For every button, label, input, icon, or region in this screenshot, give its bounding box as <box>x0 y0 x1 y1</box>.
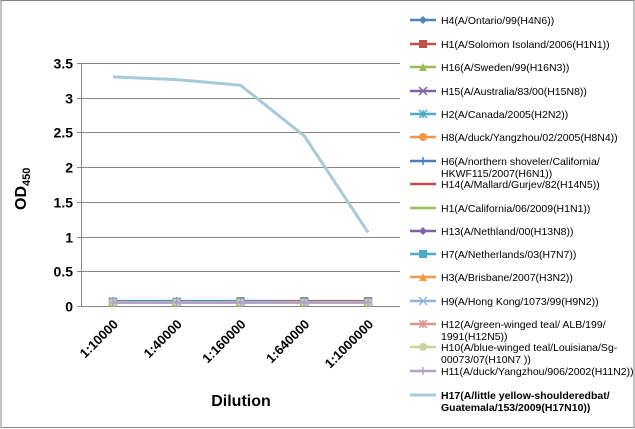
legend-item[interactable]: H17(A/little yellow-shoulderedbat/Guatem… <box>410 390 610 414</box>
data-point <box>236 298 245 307</box>
legend-label: H3(A/Brisbane/2007(H3N2)) <box>441 272 573 284</box>
legend-marker <box>419 343 427 351</box>
legend-label: H12(A/green-winged teal/ ALB/199/ <box>441 319 606 331</box>
legend-item[interactable]: H4(A/Ontario/99(H4N6)) <box>410 15 554 27</box>
y-tick-label: 3.5 <box>54 56 74 72</box>
legend-item[interactable]: H10(A/blue-winged teal/Louisiana/Sg-0007… <box>410 342 618 366</box>
legend-label: HKWF115/2007(H6N1)) <box>441 168 552 180</box>
y-tick-label: 0.5 <box>54 264 74 280</box>
legend-item[interactable]: H7(A/Netherlands/03(H7N7)) <box>410 249 576 261</box>
legend-marker <box>419 63 427 71</box>
data-point <box>300 298 309 307</box>
legend-label: H11(A/duck/Yangzhou/906/2002(H11N2)) <box>441 366 634 378</box>
legend-label: 00073/07(H10N7 )) <box>441 354 531 366</box>
legend-marker <box>419 250 427 258</box>
y-tick-label: 2 <box>65 160 73 176</box>
legend-label: H16(A/Sweden/99(H16N3)) <box>441 62 569 74</box>
legend-marker <box>419 227 427 235</box>
legend-marker <box>419 16 427 24</box>
data-point <box>172 298 181 307</box>
y-tick-label: 1.5 <box>54 195 74 211</box>
legend-item[interactable]: H8(A/duck/Yangzhou/02/2005(H8N4)) <box>410 132 618 144</box>
legend-item[interactable]: H13(A/Nethland/00(H13N8)) <box>410 226 573 238</box>
legend-marker <box>418 319 428 329</box>
legend-label: 1991(H12N5)) <box>441 331 508 343</box>
y-tick-label: 3 <box>65 91 73 107</box>
legend-item[interactable]: H12(A/green-winged teal/ ALB/199/1991(H1… <box>410 319 606 343</box>
legend-marker <box>419 157 427 165</box>
data-point <box>108 298 117 307</box>
legend-label: H17(A/little yellow-shoulderedbat/ <box>441 390 610 402</box>
legend-marker <box>418 109 428 119</box>
legend-label: Guatemala/153/2009(H17N10)) <box>441 402 590 414</box>
legend-item[interactable]: H14(A/Mallard/Gurjev/82(H14N5)) <box>410 179 600 191</box>
legend-item[interactable]: H2(A/Canada/2005(H2N2)) <box>410 109 568 121</box>
y-tick-label: 0 <box>65 299 73 315</box>
y-tick-label: 1 <box>65 230 73 246</box>
legend-marker <box>419 40 427 48</box>
legend-marker <box>418 296 428 306</box>
legend-item[interactable]: H1(A/Solomon Isoland/2006(H1N1)) <box>410 39 610 51</box>
legend-label: H1(A/Solomon Isoland/2006(H1N1)) <box>441 39 610 51</box>
legend-item[interactable]: H1(A/California/06/2009(H1N1)) <box>410 203 590 215</box>
legend-marker <box>418 86 428 96</box>
legend-label: H7(A/Netherlands/03(H7N7)) <box>441 249 576 261</box>
legend-label: H9(A/Hong Kong/1073/99(H9N2)) <box>441 296 599 308</box>
legend-label: H2(A/Canada/2005(H2N2)) <box>441 109 568 121</box>
legend-item[interactable]: H9(A/Hong Kong/1073/99(H9N2)) <box>410 296 599 308</box>
series-17 <box>112 75 370 234</box>
legend-label: H15(A/Australia/83/00(H15N8)) <box>441 86 587 98</box>
series-line <box>112 75 370 234</box>
legend-label: H6(A/northern shoveler/California/ <box>441 156 600 168</box>
legend-marker <box>419 133 427 141</box>
legend-label: H1(A/California/06/2009(H1N1)) <box>441 203 590 215</box>
legend-label: H14(A/Mallard/Gurjev/82(H14N5)) <box>441 179 600 191</box>
y-tick-label: 2.5 <box>54 125 74 141</box>
legend-label: H8(A/duck/Yangzhou/02/2005(H8N4)) <box>441 132 618 144</box>
data-point <box>364 298 373 307</box>
legend-label: H4(A/Ontario/99(H4N6)) <box>441 15 554 27</box>
legend-marker <box>419 273 427 281</box>
legend-item[interactable]: H6(A/northern shoveler/California/HKWF11… <box>410 156 600 180</box>
legend-item[interactable]: H3(A/Brisbane/2007(H3N2)) <box>410 272 573 284</box>
legend-marker <box>419 367 427 375</box>
legend-label: H13(A/Nethland/00(H13N8)) <box>441 226 573 238</box>
legend-label: H10(A/blue-winged teal/Louisiana/Sg- <box>441 342 618 354</box>
legend-item[interactable]: H15(A/Australia/83/00(H15N8)) <box>410 86 587 98</box>
legend-item[interactable]: H16(A/Sweden/99(H16N3)) <box>410 62 569 74</box>
series-16 <box>108 298 373 307</box>
x-axis-title: Dilution <box>211 393 271 410</box>
legend-item[interactable]: H11(A/duck/Yangzhou/906/2002(H11N2)) <box>410 366 634 378</box>
